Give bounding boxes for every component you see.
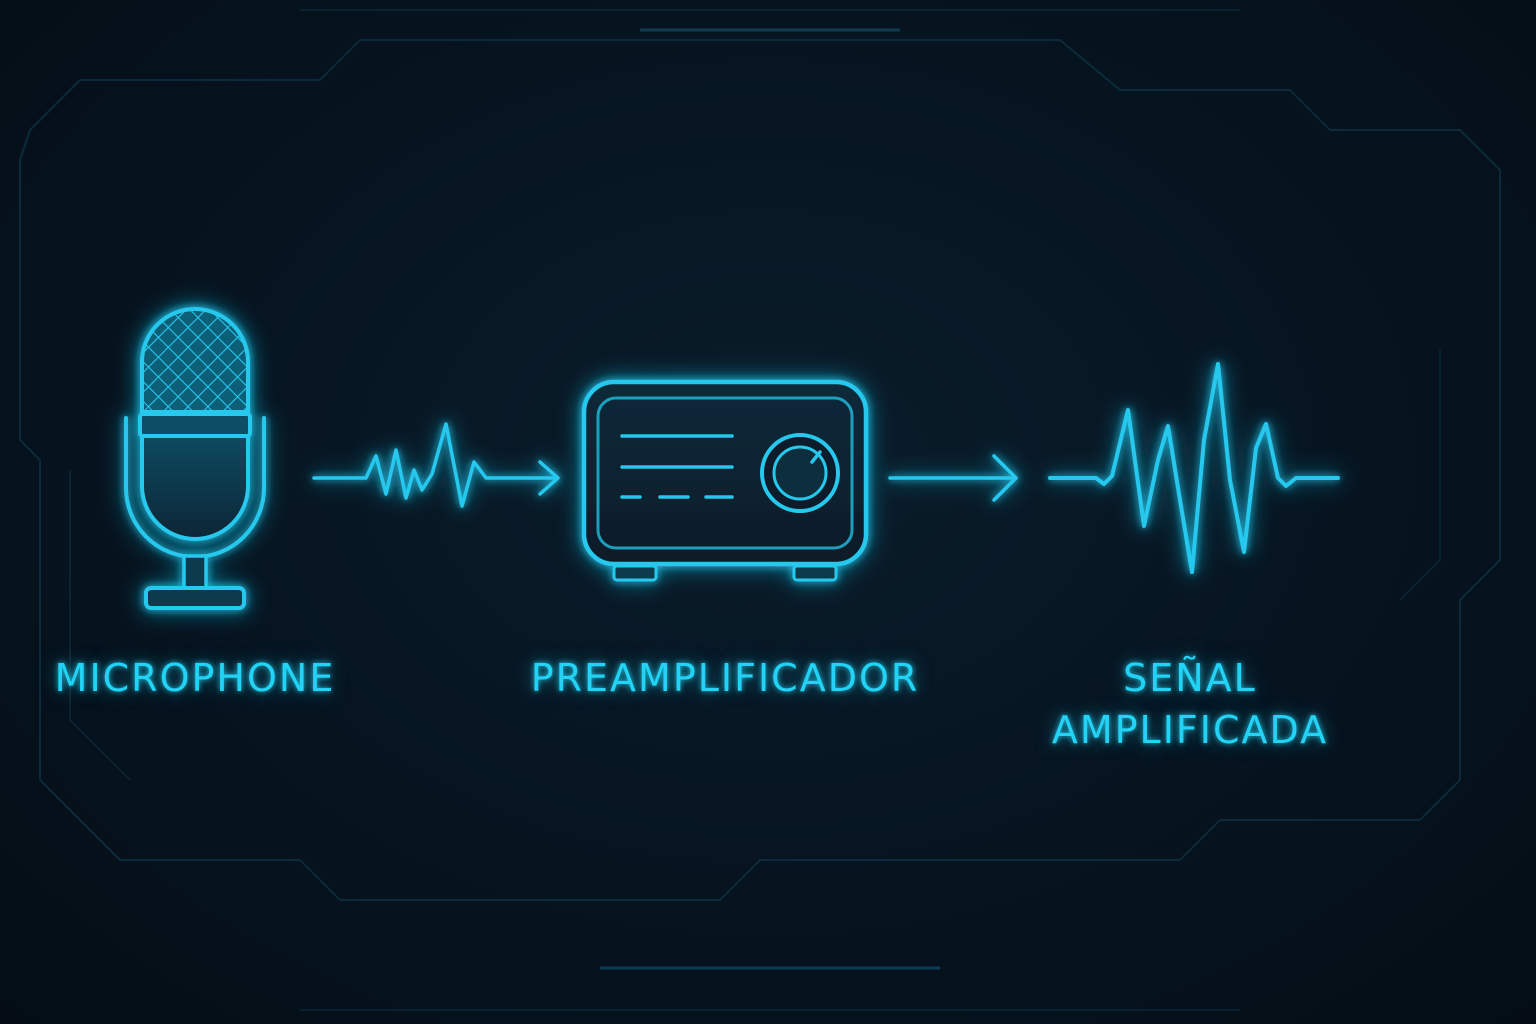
preamplifier-knob-indicator bbox=[810, 450, 822, 464]
microphone-label: MICROPHONE bbox=[54, 656, 336, 700]
microphone-icon bbox=[124, 307, 266, 610]
small-signal-wave bbox=[312, 422, 558, 508]
output-label: SEÑAL AMPLIFICADA bbox=[1030, 652, 1350, 756]
preamplifier-foot-right bbox=[792, 564, 838, 582]
arrow-head-1 bbox=[538, 460, 560, 496]
arrow-head-2 bbox=[992, 454, 1018, 502]
microphone-stem bbox=[182, 554, 208, 592]
preamplifier-label: PREAMPLIFICADOR bbox=[530, 656, 920, 700]
amplified-waveform bbox=[1048, 362, 1340, 574]
preamplifier-display-lines bbox=[620, 434, 734, 499]
preamplifier-foot-left bbox=[612, 564, 658, 582]
output-label-line2: AMPLIFICADA bbox=[1051, 708, 1329, 752]
connector-mic-to-preamp bbox=[312, 422, 560, 508]
output-label-line1: SEÑAL bbox=[1123, 656, 1257, 700]
microphone-grille bbox=[140, 307, 250, 414]
amplified-waveform-icon bbox=[1048, 362, 1340, 574]
background-circuit-frame bbox=[19, 9, 1501, 1011]
preamplifier-icon bbox=[581, 379, 869, 582]
microphone-base bbox=[144, 586, 246, 610]
connector-preamp-to-output bbox=[888, 454, 1018, 502]
microphone-body bbox=[140, 434, 250, 541]
preamplifier-panel bbox=[596, 396, 854, 550]
preamplifier-chassis bbox=[581, 379, 869, 567]
microphone-collar bbox=[138, 412, 252, 438]
